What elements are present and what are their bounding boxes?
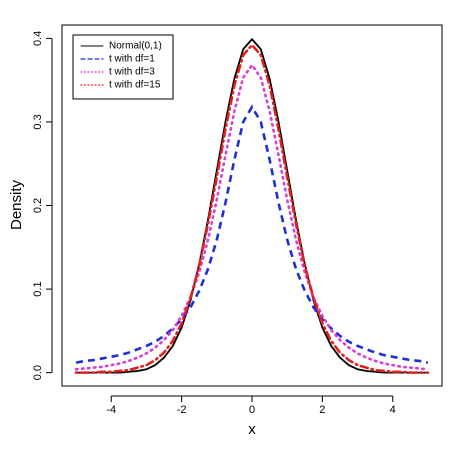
x-tick-label: -2 xyxy=(177,404,187,416)
x-tick-label: -4 xyxy=(106,404,116,416)
legend-label: t with df=1 xyxy=(109,54,155,65)
y-axis-label: Density xyxy=(8,179,25,230)
y-tick-label: 0.2 xyxy=(32,198,44,213)
x-tick-label: 4 xyxy=(390,404,396,416)
y-tick-label: 0.3 xyxy=(32,114,44,129)
series-line xyxy=(74,43,430,374)
x-tick-label: 2 xyxy=(319,404,325,416)
y-tick-label: 0.0 xyxy=(32,365,44,380)
y-tick-label: 0.1 xyxy=(32,281,44,296)
series-line xyxy=(74,62,430,371)
legend-label: t with df=15 xyxy=(109,80,161,91)
series-line xyxy=(76,37,428,374)
y-tick-label: 0.4 xyxy=(32,31,44,46)
x-tick-label: 0 xyxy=(249,404,255,416)
legend-label: t with df=3 xyxy=(109,67,155,78)
series-line xyxy=(75,104,429,364)
legend-label: Normal(0,1) xyxy=(109,41,162,52)
plot-frame xyxy=(61,24,443,387)
x-axis-label: x xyxy=(248,421,256,438)
